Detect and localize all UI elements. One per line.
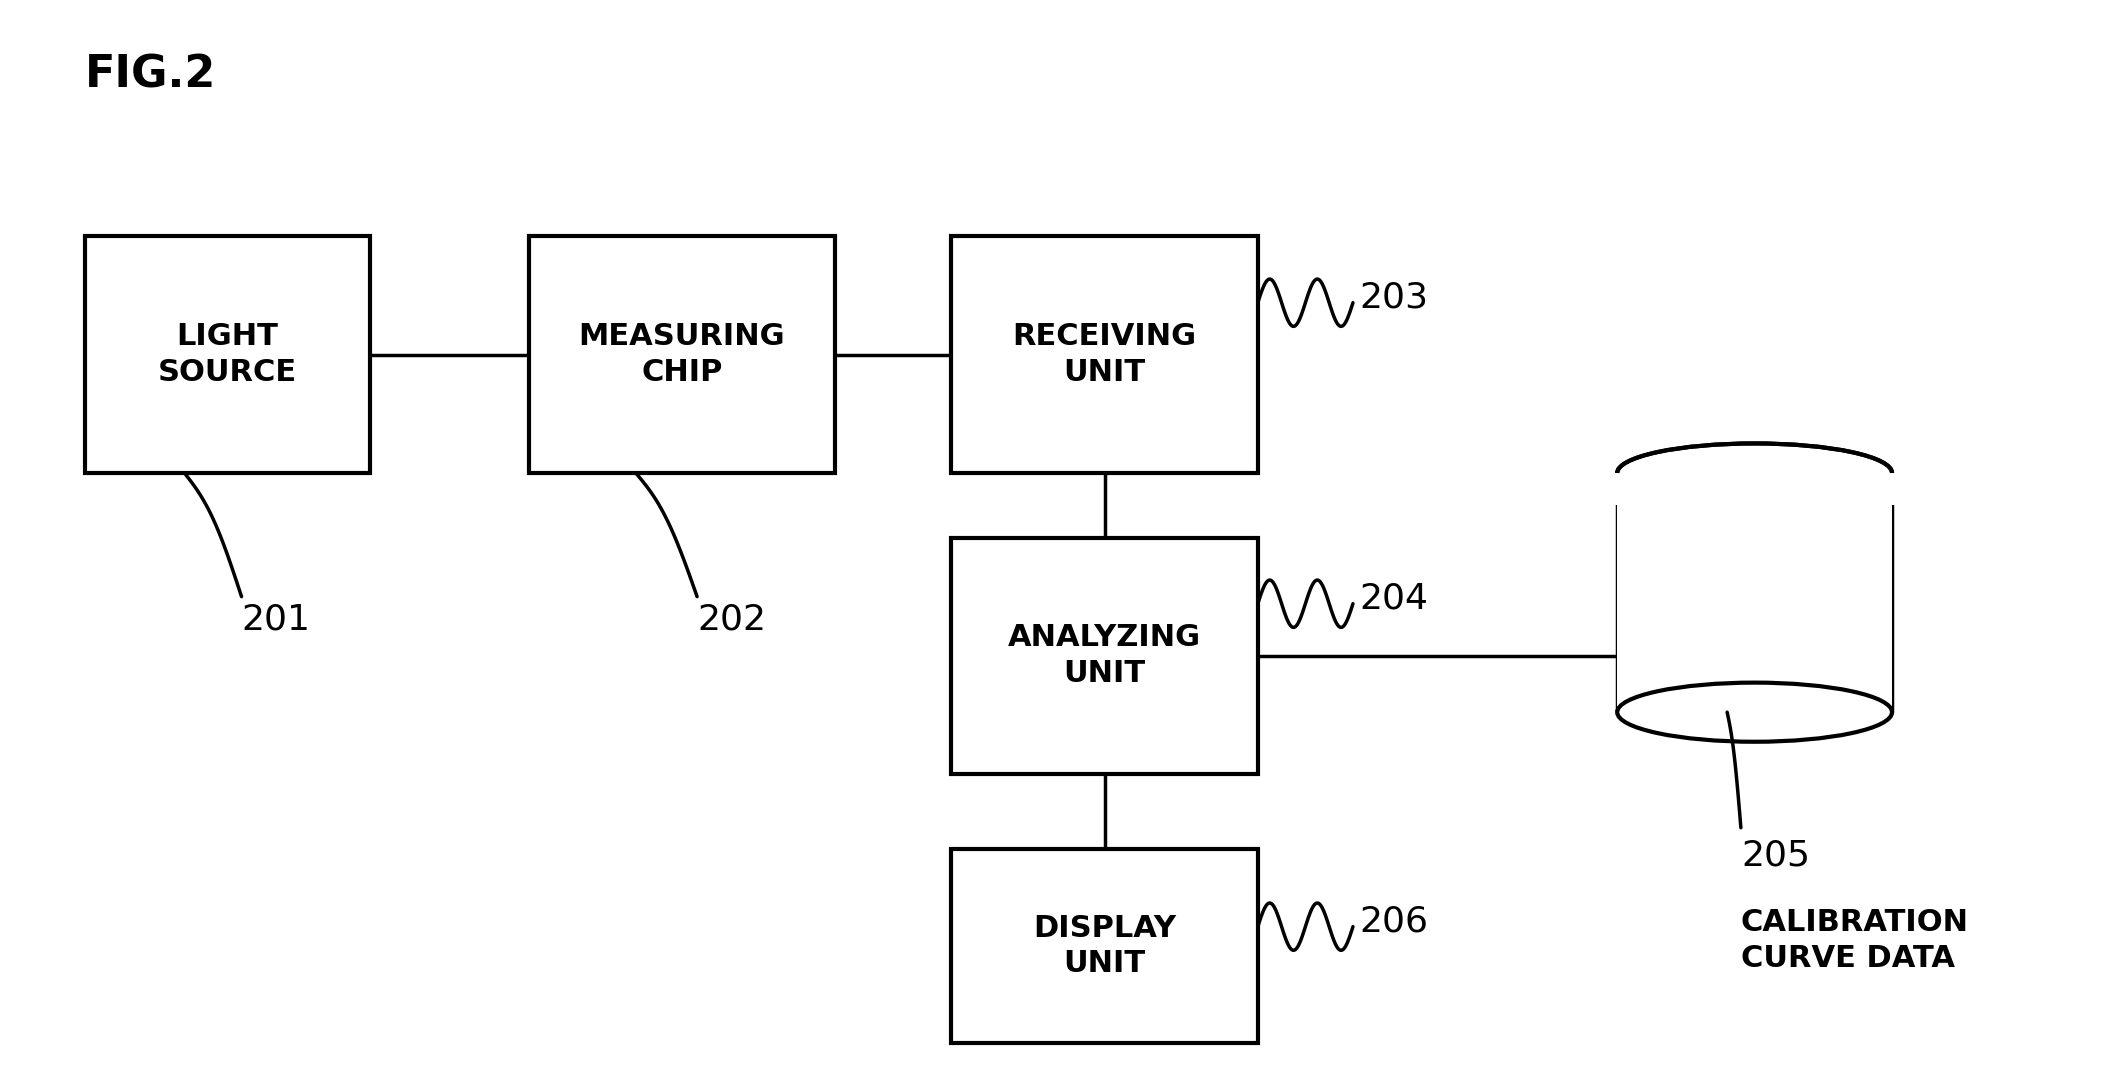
Text: MEASURING
CHIP: MEASURING CHIP	[579, 322, 784, 387]
Ellipse shape	[1617, 443, 1892, 502]
Bar	[85, 236, 370, 473]
Bar	[951, 538, 1258, 774]
Bar	[1617, 473, 1892, 712]
Bar	[1607, 473, 1903, 504]
Ellipse shape	[1617, 683, 1892, 742]
Bar	[951, 849, 1258, 1043]
Bar	[528, 236, 835, 473]
Text: 202: 202	[698, 602, 765, 636]
Text: RECEIVING
UNIT: RECEIVING UNIT	[1013, 322, 1197, 387]
Text: CALIBRATION
CURVE DATA: CALIBRATION CURVE DATA	[1742, 908, 1968, 973]
Bar	[951, 236, 1258, 473]
Text: 201: 201	[241, 602, 311, 636]
Text: FIG.2: FIG.2	[85, 54, 216, 97]
Text: LIGHT
SOURCE: LIGHT SOURCE	[159, 322, 296, 387]
Text: DISPLAY
UNIT: DISPLAY UNIT	[1034, 914, 1175, 978]
Text: ANALYZING
UNIT: ANALYZING UNIT	[1008, 624, 1201, 688]
Text: 206: 206	[1359, 904, 1429, 938]
Text: 203: 203	[1359, 281, 1429, 314]
Text: 204: 204	[1359, 582, 1429, 615]
Text: 205: 205	[1742, 838, 1810, 873]
